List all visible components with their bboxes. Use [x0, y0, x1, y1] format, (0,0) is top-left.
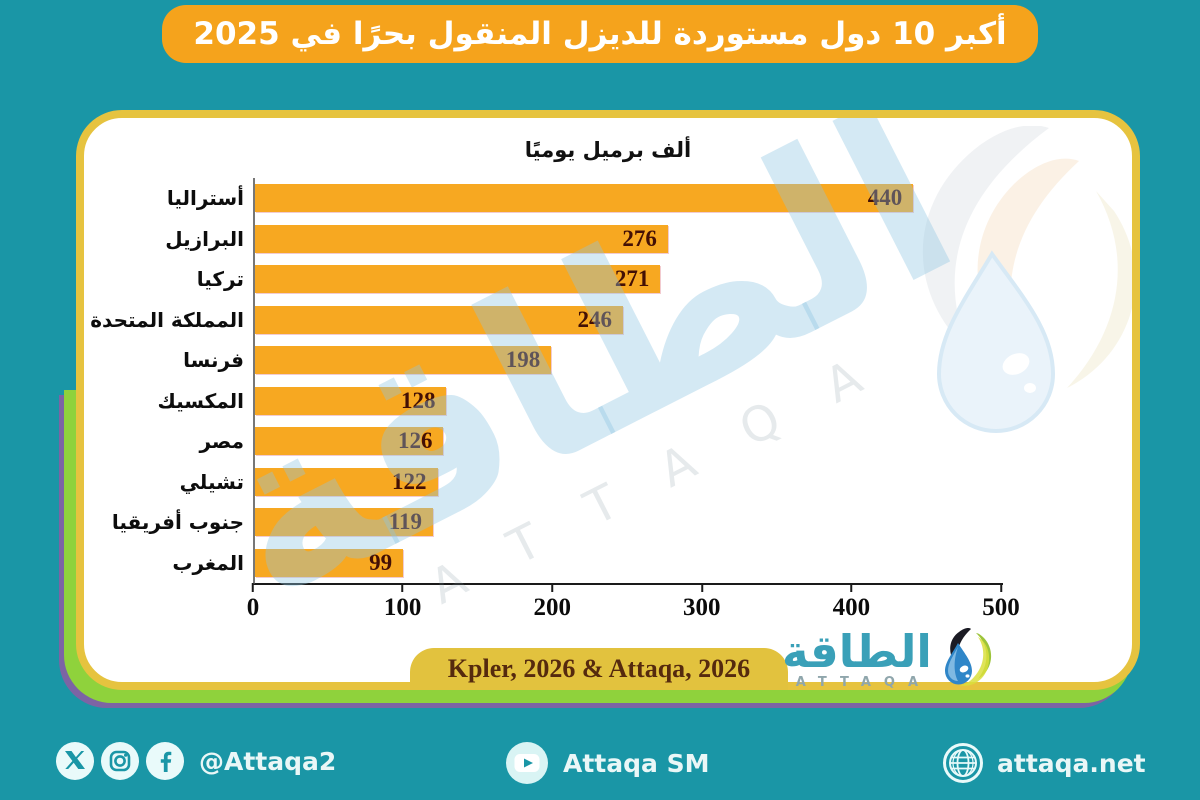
bar-value-label: 246	[577, 306, 613, 332]
x-tick: 400	[832, 583, 871, 622]
footer-youtube-group: Attaqa SM	[505, 741, 709, 785]
bar-row: 271	[255, 265, 1003, 294]
bar: 128	[255, 386, 447, 415]
country-label: المملكة المتحدة	[90, 307, 244, 332]
bar-row: 128	[255, 386, 1003, 415]
bar-row: 119	[255, 508, 1003, 537]
bar-value-label: 126	[397, 428, 433, 454]
bar-row: 246	[255, 305, 1003, 334]
bar-row: 440	[255, 184, 1003, 213]
bar-value-label: 119	[388, 509, 423, 535]
country-label: أستراليا	[166, 186, 244, 211]
chart-subtitle: ألف برميل يوميًا	[524, 138, 692, 162]
bar-value-label: 99	[369, 549, 393, 575]
website-url: attaqa.net	[997, 748, 1146, 778]
country-labels: أستراليا البرازيل تركيا المملكة المتحدة فرنس…	[90, 178, 244, 583]
youtube-icon	[506, 742, 548, 784]
footer: @Attaqa2 Attaqa SM attaqa.net	[0, 735, 1200, 795]
x-tick-label: 500	[982, 594, 1020, 621]
x-tick: 200	[533, 583, 571, 622]
country-label: المغرب	[172, 550, 244, 575]
footer-website-group: attaqa.net	[943, 743, 1146, 783]
x-tick-label: 300	[683, 594, 721, 621]
x-tick-mark	[1000, 583, 1002, 592]
country-label: فرنسا	[183, 348, 244, 373]
bar: 246	[255, 305, 624, 334]
title-banner: أكبر 10 دول مستوردة للديزل المنقول بحرًا…	[162, 5, 1038, 63]
bar: 99	[255, 548, 404, 577]
country-label: تركيا	[196, 267, 244, 292]
country-label: مصر	[199, 429, 244, 454]
footer-social-group: @Attaqa2	[55, 741, 336, 781]
x-tick-label: 200	[533, 594, 571, 621]
bar-value-label: 440	[867, 185, 903, 211]
brand-logo: الطاقة ATTAQA	[782, 627, 992, 693]
bar-row: 99	[255, 548, 1003, 577]
x-tick-mark	[850, 583, 853, 592]
bar-value-label: 276	[622, 225, 657, 251]
x-axis: 0 100 200 300 400 500	[247, 583, 1020, 633]
brand-latin-text: ATTAQA	[795, 675, 932, 690]
globe-icon	[943, 743, 983, 783]
x-twitter-icon	[56, 742, 94, 780]
x-tick-label: 0	[246, 594, 260, 621]
country-label: المكسيك	[157, 388, 244, 413]
bar-rows: 440 276 271 246 198 128 126 122 119 99	[255, 178, 1003, 583]
youtube-label: Attaqa SM	[563, 748, 710, 778]
x-tick-mark	[252, 583, 254, 592]
x-tick-mark	[551, 583, 554, 592]
bar: 276	[255, 224, 668, 253]
x-tick-label: 400	[832, 594, 871, 621]
x-tick: 100	[383, 583, 422, 622]
country-label: البرازيل	[165, 226, 244, 251]
x-tick-mark	[700, 583, 703, 592]
bar: 271	[255, 265, 661, 294]
bar-value-label: 128	[400, 387, 436, 413]
x-tick: 500	[982, 583, 1020, 622]
social-handle: @Attaqa2	[199, 746, 337, 776]
bar-value-label: 271	[614, 266, 650, 292]
bar: 440	[255, 184, 914, 213]
bar-value-label: 198	[505, 347, 541, 373]
bar-value-label: 122	[392, 468, 427, 494]
chart-card: الطاقة ATTAQA ألف برميل يوميًا أستراليا ا…	[76, 110, 1140, 690]
x-tick-label: 100	[383, 594, 422, 621]
country-label: تشيلي	[179, 469, 244, 494]
bar-row: 276	[255, 224, 1003, 253]
x-tick-mark	[401, 583, 404, 592]
facebook-icon	[146, 742, 184, 780]
source-text: Kpler, 2026 & Attaqa, 2026	[447, 654, 751, 683]
instagram-icon	[101, 742, 139, 780]
x-tick: 0	[246, 583, 260, 622]
bar: 122	[255, 467, 438, 496]
bar: 126	[255, 427, 444, 456]
brand-arabic-text: الطاقة	[782, 625, 932, 678]
bar: 119	[255, 508, 434, 537]
bar-row: 198	[255, 346, 1003, 375]
bar: 198	[255, 346, 552, 375]
country-label: جنوب أفريقيا	[111, 510, 244, 535]
bar-row: 126	[255, 427, 1003, 456]
brand-droplet-icon	[944, 628, 991, 686]
plot-area: 440 276 271 246 198 128 126 122 119 99	[253, 178, 1003, 585]
bar-row: 122	[255, 467, 1003, 496]
source-pill: Kpler, 2026 & Attaqa, 2026	[410, 648, 788, 690]
x-tick: 300	[683, 583, 721, 622]
page-title: أكبر 10 دول مستوردة للديزل المنقول بحرًا…	[193, 16, 1007, 52]
